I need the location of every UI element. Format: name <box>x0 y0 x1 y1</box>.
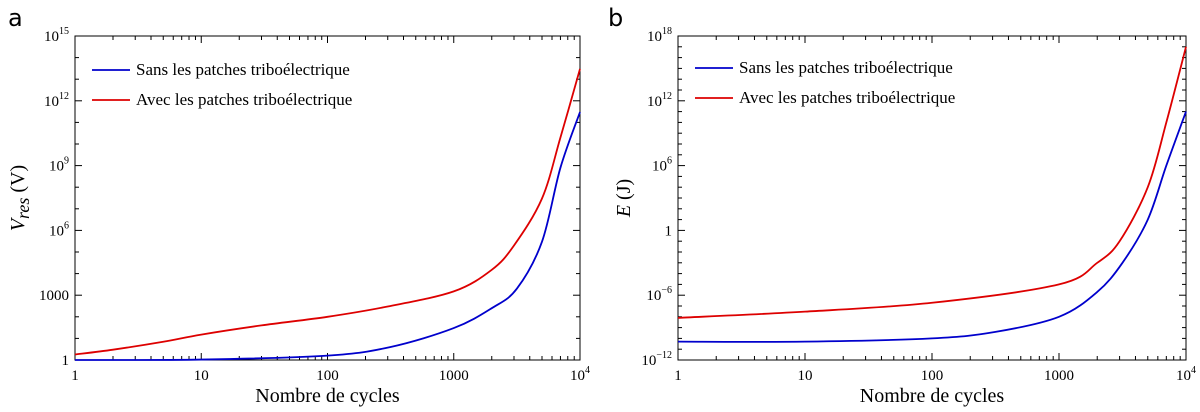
y-axis-label: Vres (V) <box>7 165 33 231</box>
series-line-sans-patches <box>677 111 1187 343</box>
series-line-sans-patches <box>74 111 581 361</box>
x-axis-label: Nombre de cycles <box>255 385 400 407</box>
x-tick-label: 100 <box>921 368 944 384</box>
panel-letter-b: b <box>608 4 623 32</box>
legend-label: Avec les patches triboélectrique <box>136 90 352 109</box>
plot-frame <box>677 35 1187 361</box>
x-axis-label: Nombre de cycles <box>860 385 1005 407</box>
x-tick-label: 10 <box>798 368 813 384</box>
y-tick-label: 106 <box>49 220 69 239</box>
series-line-avec-patches <box>677 46 1187 319</box>
x-tick-label: 10 <box>194 368 209 384</box>
legend-label: Avec les patches triboélectrique <box>739 88 955 107</box>
x-tick-label: 1000 <box>439 368 469 384</box>
y-tick-label: 1000 <box>39 288 69 304</box>
chart-panel-a: 1 10 100 1000 104 1 1000 106 109 1012 1015 Nombre d… <box>7 26 590 407</box>
panel-letter-a: a <box>8 4 23 32</box>
y-tick-label: 1 <box>62 353 70 369</box>
legend-label: Sans les patches triboélectrique <box>136 60 350 79</box>
y-axis-label: E (J) <box>613 179 635 218</box>
x-tick-label: 1 <box>71 368 79 384</box>
x-tick-label: 104 <box>1176 365 1196 384</box>
x-tick-label: 1000 <box>1044 368 1074 384</box>
y-tick-label: 10−6 <box>646 285 672 304</box>
x-tick-label: 104 <box>570 365 590 384</box>
plot-frame <box>74 35 581 361</box>
series-line-avec-patches <box>74 68 581 356</box>
y-tick-label: 1012 <box>44 91 69 110</box>
y-tick-label: 106 <box>652 156 672 175</box>
y-tick-label: 1012 <box>647 91 672 110</box>
y-tick-label: 1015 <box>44 26 69 45</box>
x-tick-label: 1 <box>674 368 682 384</box>
y-tick-label: 1018 <box>647 26 672 45</box>
legend-label: Sans les patches triboélectrique <box>739 58 953 77</box>
chart-panel-b: 1 10 100 1000 104 10−12 10−6 1 106 1012 1018 Nombre… <box>613 26 1196 407</box>
y-tick-label: 1 <box>665 223 673 239</box>
x-tick-label: 100 <box>316 368 339 384</box>
y-tick-label: 109 <box>49 156 69 175</box>
y-tick-label: 10−12 <box>641 350 672 369</box>
